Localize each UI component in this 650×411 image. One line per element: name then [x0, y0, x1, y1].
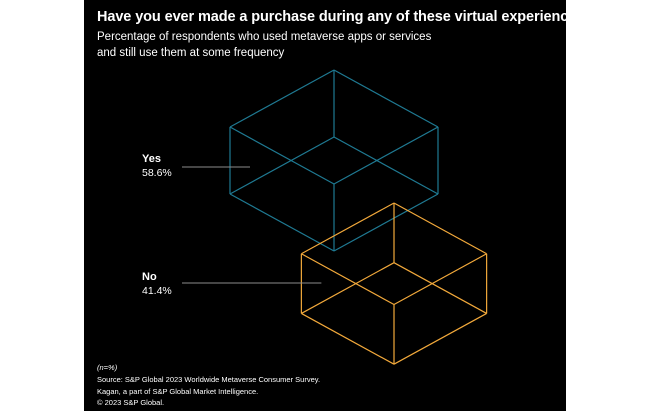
value-no: 41.4%: [142, 285, 172, 297]
cube-no-edge-0: [393, 202, 487, 255]
copyright-note: © 2023 S&P Global.: [97, 398, 165, 407]
cube-yes-edge-1: [333, 126, 439, 185]
chart-subtitle-line-1: Percentage of respondents who used metav…: [97, 31, 432, 43]
cube-yes-edge-7: [229, 136, 335, 195]
cube-no-edge-7: [301, 262, 395, 314]
label-yes: Yes: [142, 153, 161, 165]
cube-yes-edge-5: [333, 193, 439, 252]
cube-yes-edge-2: [229, 126, 335, 185]
cube-yes-edge-4: [333, 136, 439, 195]
sample-note: (n=%): [97, 363, 118, 372]
cube-yes-edge-3: [229, 69, 335, 128]
value-yes: 58.6%: [142, 167, 172, 179]
cube-yes-edge-6: [229, 193, 335, 252]
cube-chart: [182, 69, 488, 365]
cube-no-edge-3: [301, 202, 395, 255]
cube-no-edge-6: [301, 312, 395, 365]
credit-note: Kagan, a part of S&P Global Market Intel…: [97, 387, 259, 396]
chart-title: Have you ever made a purchase during any…: [97, 9, 566, 25]
cube-no-edge-5: [393, 312, 487, 365]
source-note: Source: S&P Global 2023 Worldwide Metave…: [97, 375, 321, 384]
cube-no-edge-4: [393, 262, 487, 314]
cube-yes-edge-0: [333, 69, 439, 128]
cube-no-edge-1: [393, 253, 487, 306]
chart-subtitle-line-2: and still use them at some frequency: [97, 47, 285, 59]
cube-no-edge-2: [301, 253, 395, 306]
label-no: No: [142, 271, 157, 283]
chart-canvas: Have you ever made a purchase during any…: [84, 0, 566, 411]
